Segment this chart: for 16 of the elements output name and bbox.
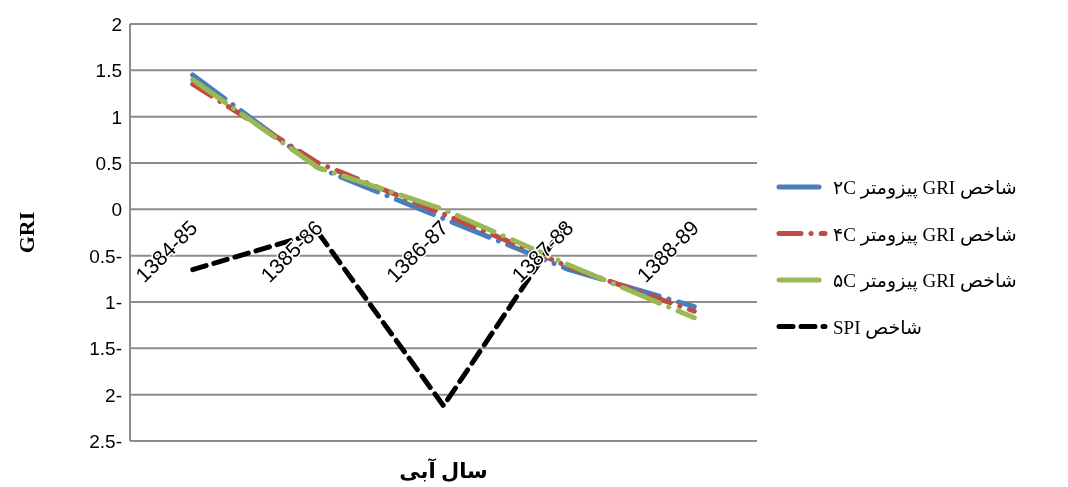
y-tick-label: 0.5 — [95, 153, 122, 174]
y-tick-label: 1.5- — [89, 338, 122, 360]
y-tick-label: 0 — [111, 199, 122, 221]
y-tick-label: 1- — [105, 292, 122, 313]
y-tick-label: 1 — [111, 106, 122, 128]
legend-label: شاخص GRI پیزومتر ۲C — [833, 177, 1017, 199]
legend-label: شاخص GRI پیزومتر ۵C — [833, 270, 1017, 292]
y-tick-label: 2.5- — [89, 431, 122, 452]
legend-label: شاخص GRI پیزومتر ۴C — [833, 223, 1017, 246]
y-tick-label: 1.5 — [95, 60, 122, 82]
y-tick-label: 0.5- — [89, 245, 122, 267]
y-tick-label: 2- — [105, 384, 122, 406]
x-axis-title: سال آبی — [399, 458, 488, 483]
legend-label: شاخص SPI — [833, 316, 922, 339]
y-axis-title: GRI — [14, 211, 39, 254]
y-tick-label: 2 — [111, 14, 122, 35]
